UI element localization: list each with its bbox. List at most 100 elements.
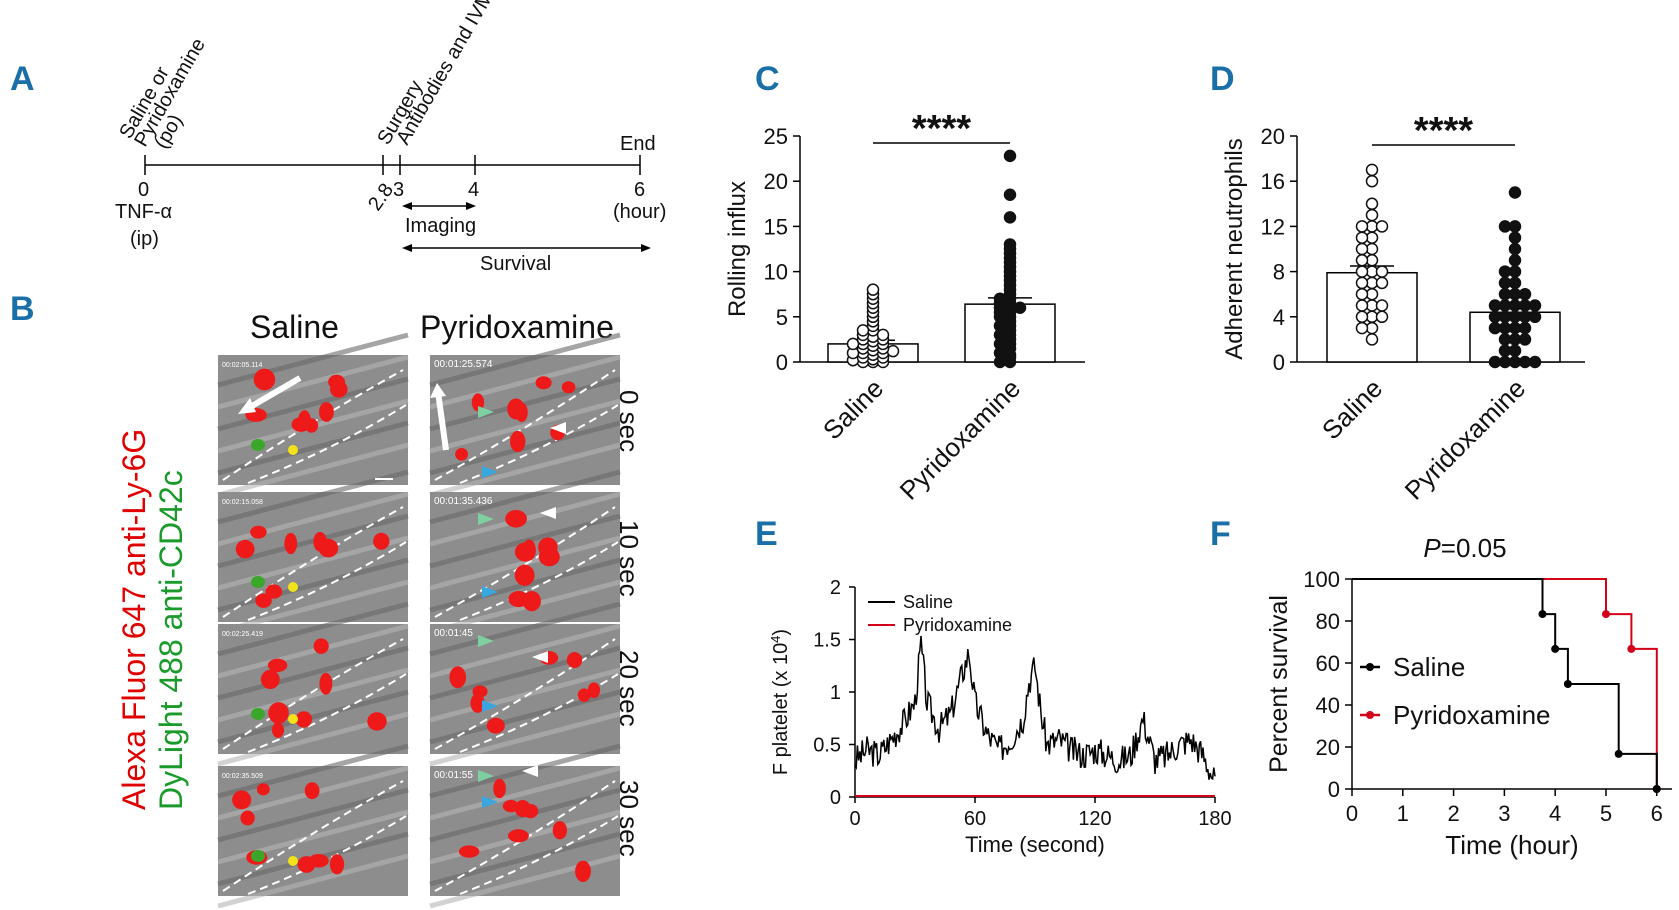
platelet-cluster — [288, 582, 298, 592]
y-tick-label: 40 — [1316, 693, 1340, 718]
neutrophil — [240, 810, 255, 826]
green-arrow-2 — [478, 635, 494, 647]
tissue-streak — [429, 535, 621, 591]
x-tick-label: 120 — [1078, 808, 1111, 830]
tissue-streak — [217, 853, 409, 909]
data-point-pyridoxamine — [1528, 355, 1542, 369]
data-point-pyridoxamine — [1498, 276, 1512, 290]
y-axis-label-exponent: 4 — [768, 636, 783, 643]
survival-mark-saline — [1551, 644, 1560, 653]
y-tick-label: 20 — [1316, 735, 1340, 760]
data-point-pyridoxamine — [1528, 299, 1542, 312]
data-point-pyridoxamine — [1518, 287, 1532, 301]
x-tick-label: 1 — [1397, 801, 1409, 826]
data-point-saline — [1355, 265, 1369, 278]
vessel-wall-upper — [434, 369, 616, 481]
neutrophil — [304, 782, 320, 800]
tissue-streak — [217, 579, 409, 635]
tissue-streak — [217, 491, 409, 547]
imaging-label: Imaging — [405, 215, 476, 237]
data-point-saline — [1355, 287, 1369, 301]
flow-direction-arrowhead-saline — [238, 398, 256, 414]
y-tick-label: 12 — [1261, 214, 1285, 239]
legend-label-saline: Saline — [903, 592, 953, 612]
data-point-pyridoxamine — [1003, 188, 1017, 202]
chart-rolling-influx: 0 5 10 15 20 25 Rolling influx Saline Pyridoxami… — [724, 108, 1085, 506]
chart-percent-survival: 0 20 40 60 80 100 0 1 2 3 4 5 6 Time (hour) Percent su… — [1265, 533, 1672, 860]
blue-arrow-2 — [482, 700, 498, 712]
y-tick-label: 20 — [764, 169, 788, 194]
x-axis-label: Time (hour) — [1445, 830, 1578, 860]
neutrophil — [449, 666, 467, 689]
data-point-saline — [1355, 276, 1369, 290]
neutrophil — [577, 688, 591, 702]
data-point-pyridoxamine — [1498, 333, 1512, 346]
neutrophil — [318, 538, 339, 558]
chart-adherent-neutrophils: 0 4 8 12 16 20 Adherent neutrophils Saline Pyrid… — [1221, 110, 1585, 506]
data-point-pyridoxamine — [1003, 149, 1017, 163]
significance-stars: **** — [1414, 110, 1473, 152]
timestamp: 00:02:25.419 — [222, 631, 263, 638]
x-tick-label-saline: Saline — [1316, 373, 1388, 445]
data-point-pyridoxamine — [1508, 231, 1522, 244]
data-point-saline — [1355, 220, 1369, 233]
timestamp: 00:01:35.436 — [434, 496, 493, 507]
tissue-streak — [217, 469, 409, 525]
neutrophil — [510, 430, 526, 453]
neutrophil — [256, 783, 270, 796]
chart-title: P=0.05 — [1423, 533, 1506, 563]
tissue-streak — [217, 623, 409, 679]
tissue-streak — [217, 442, 409, 498]
neutrophil — [471, 393, 485, 412]
timeline-end: End — [620, 133, 656, 155]
tissue-streak — [217, 787, 409, 843]
tissue-streak — [429, 398, 621, 454]
y-tick-label: 2 — [830, 577, 841, 599]
panel-letter-d: D — [1210, 60, 1235, 98]
neutrophil — [235, 539, 255, 559]
neutrophil — [470, 693, 485, 713]
survival-mark-saline — [1614, 749, 1623, 758]
data-point-saline — [1365, 208, 1379, 222]
timeline-tnf: TNF-α — [115, 201, 172, 223]
neutrophil — [367, 712, 387, 731]
data-point-pyridoxamine — [1498, 220, 1512, 233]
neutrophil — [329, 380, 348, 398]
legend-label-pyridoxamine: Pyridoxamine — [903, 615, 1012, 635]
tissue-streak — [217, 513, 409, 569]
neutrophil — [493, 778, 506, 799]
data-point-pyridoxamine — [1013, 301, 1027, 315]
data-point-pyridoxamine — [1488, 355, 1502, 369]
timeline-tick-3: 3 — [393, 179, 404, 201]
tissue-streak — [429, 442, 621, 498]
timeline-tick-0: 0 — [138, 179, 149, 201]
vessel-wall-upper — [434, 506, 616, 618]
white-arrow-2 — [532, 651, 548, 663]
neutrophil — [250, 525, 267, 539]
neutrophil — [522, 803, 539, 819]
x-tick-label: 0 — [849, 808, 860, 830]
legend-label-saline: Saline — [1393, 652, 1465, 682]
y-tick-label: 20 — [1261, 124, 1285, 149]
data-point-saline — [1365, 174, 1379, 188]
tissue-streak — [429, 765, 621, 821]
timeline-ip: (ip) — [130, 228, 159, 250]
survival-label: Survival — [480, 253, 551, 275]
timestamp: 00:02:05.114 — [222, 362, 262, 369]
y-tick-label: 10 — [764, 260, 788, 285]
green-arrow-1 — [478, 513, 494, 525]
green-arrow-3 — [478, 770, 494, 782]
x-tick-label: 180 — [1198, 808, 1231, 830]
neutrophil — [458, 845, 480, 858]
neutrophil — [373, 532, 390, 550]
tissue-streak — [429, 354, 621, 410]
imaging-arrow-left — [402, 202, 412, 210]
neutrophil — [268, 702, 289, 724]
data-point-pyridoxamine — [1528, 310, 1542, 324]
white-arrow-0 — [550, 422, 566, 434]
blue-arrow-0 — [482, 466, 498, 478]
neutrophil — [514, 542, 536, 562]
y-tick-label: 25 — [764, 124, 788, 149]
timestamp: 00:02:35.509 — [222, 773, 263, 780]
